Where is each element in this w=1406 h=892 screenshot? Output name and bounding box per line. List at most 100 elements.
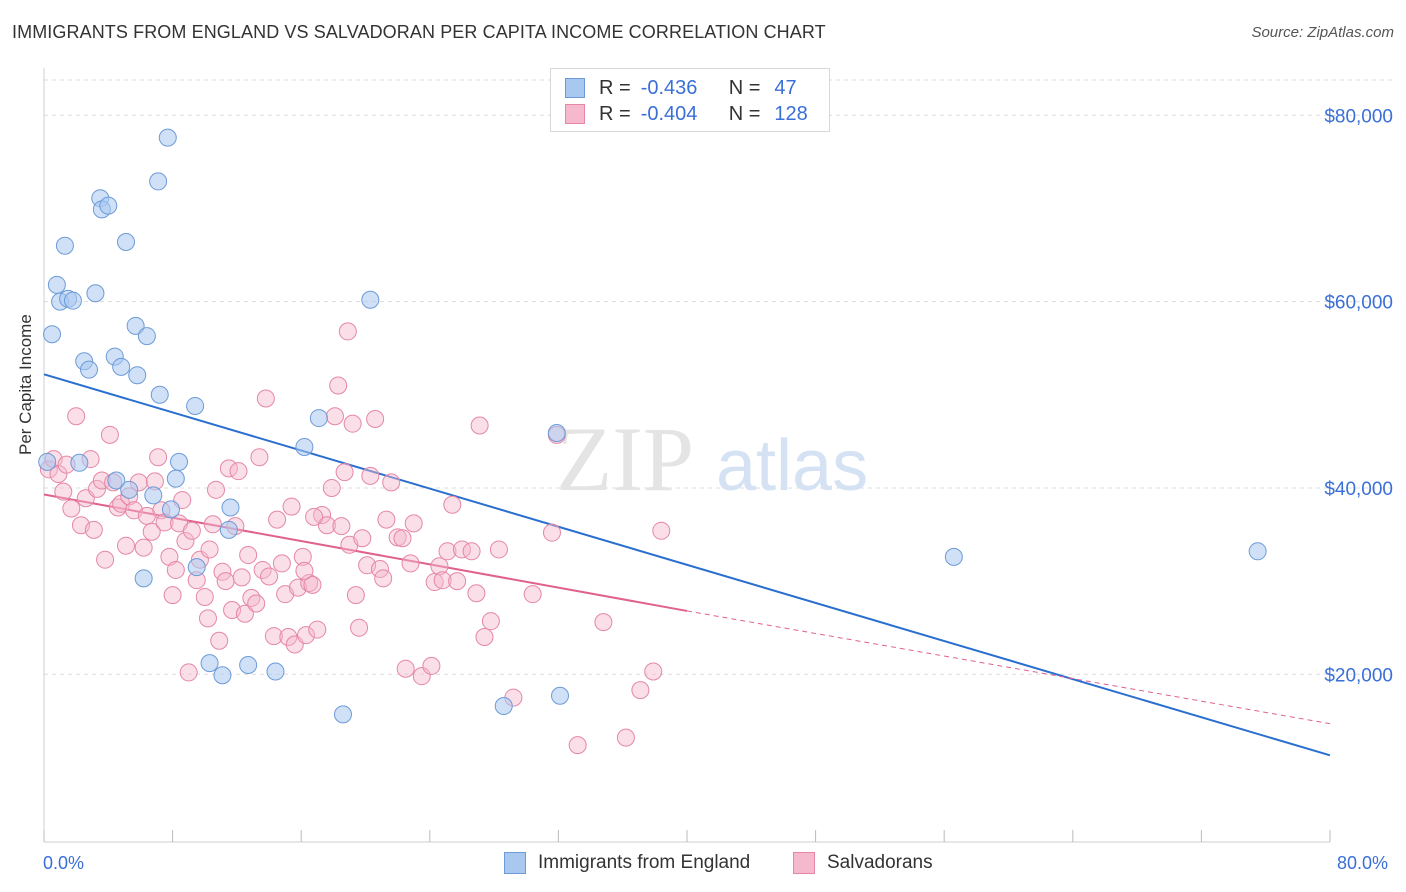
data-point-salvadorans [295,561,314,580]
data-point-england [161,500,180,519]
data-point-salvadorans [305,507,324,526]
data-point-england [63,291,82,310]
data-point-england [43,325,62,344]
data-point-salvadorans [325,407,344,426]
data-point-salvadorans [401,554,420,573]
legend-n-value-salvadorans: 128 [774,102,808,125]
data-point-salvadorans [176,532,195,551]
data-point-england [55,236,74,255]
data-point-salvadorans [542,523,561,542]
data-point-england [126,316,145,335]
data-point-salvadorans [84,520,103,539]
data-point-salvadorans [142,522,161,541]
y-tick-label: $40,000 [1324,479,1393,500]
data-point-salvadorans [96,550,115,569]
bottom-legend-salvadorans: Salvadorans [793,852,933,874]
data-point-salvadorans [160,547,179,566]
watermark-atlas: atlas [716,426,868,506]
bottom-legend-label-england: Immigrants from England [538,852,751,873]
data-point-england [239,655,258,674]
data-point-salvadorans [370,560,389,579]
legend-n-value-england: 47 [774,76,797,99]
data-point-salvadorans [62,499,81,518]
data-point-salvadorans [134,538,153,557]
data-point-england [200,654,219,673]
trend-line-salvadorans [43,493,688,612]
data-point-salvadorans [335,463,354,482]
data-point-salvadorans [396,659,415,678]
data-point-salvadorans [297,626,316,645]
data-point-salvadorans [242,588,261,607]
data-point-salvadorans [179,663,198,682]
data-point-salvadorans [366,410,385,429]
legend-row-england: R = -0.436 N = 47 [565,77,797,99]
data-point-england [158,128,177,147]
data-point-salvadorans [361,466,380,485]
data-point-salvadorans [393,529,412,548]
data-point-salvadorans [329,376,348,395]
legend-r-value-england: -0.436 [640,76,698,99]
data-point-salvadorans [322,478,341,497]
data-point-england [187,558,206,577]
data-point-salvadorans [317,516,336,535]
data-point-salvadorans [260,567,279,586]
y-axis-label: Per Capita Income [16,314,35,455]
data-point-salvadorans [448,572,467,591]
data-point-salvadorans [644,662,663,681]
data-point-salvadorans [210,631,229,650]
data-point-salvadorans [481,612,500,631]
correlation-legend: R = -0.436 N = 47 R = -0.404 N = 128 [550,68,830,132]
data-point-salvadorans [229,462,248,481]
watermark-zip: ZIP [556,408,694,510]
data-point-salvadorans [54,482,73,501]
data-point-salvadorans [489,540,508,559]
x-tick-label-min: 0.0% [43,853,85,873]
data-point-england [186,396,205,415]
data-point-england [86,284,105,303]
y-tick-label: $80,000 [1324,106,1393,127]
data-point-england [221,498,240,517]
data-point-salvadorans [166,560,185,579]
data-point-salvadorans [293,547,312,566]
data-point-salvadorans [200,540,219,559]
legend-r-label: R = [599,102,631,125]
data-point-salvadorans [443,495,462,514]
data-point-salvadorans [404,514,423,533]
data-point-salvadorans [182,521,201,540]
data-point-england [47,275,66,294]
data-point-salvadorans [67,407,86,426]
bottom-legend-swatch-salvadorans [793,852,815,874]
legend-r-label: R = [599,76,631,99]
data-point-salvadorans [235,604,254,623]
data-point-england [1248,542,1267,561]
data-point-england [107,471,126,490]
data-point-england [547,423,566,442]
legend-swatch-salvadorans [565,104,585,124]
data-point-england [134,569,153,588]
data-point-salvadorans [213,562,232,581]
data-point-salvadorans [338,322,357,341]
data-point-salvadorans [303,575,322,594]
data-point-salvadorans [475,628,494,647]
bottom-legend-swatch-england [504,852,526,874]
data-point-england [149,172,168,191]
data-point-salvadorans [594,613,613,632]
trend-line-salvadorans-extension [686,610,1331,725]
data-point-salvadorans [308,620,327,639]
data-point-england [38,452,57,471]
data-point-salvadorans [374,569,393,588]
legend-n-label: N = [728,102,761,125]
data-point-salvadorans [332,517,351,536]
data-point-salvadorans [268,510,287,529]
data-point-salvadorans [346,586,365,605]
data-point-salvadorans [377,510,396,529]
legend-swatch-england [565,78,585,98]
data-point-salvadorans [438,542,457,561]
series-salvadorans [39,322,671,755]
y-tick-label: $60,000 [1324,293,1393,314]
data-point-salvadorans [433,571,452,590]
data-point-england [551,686,570,705]
data-point-salvadorans [350,618,369,637]
data-point-england [361,290,380,309]
y-tick-label: $20,000 [1324,665,1393,686]
